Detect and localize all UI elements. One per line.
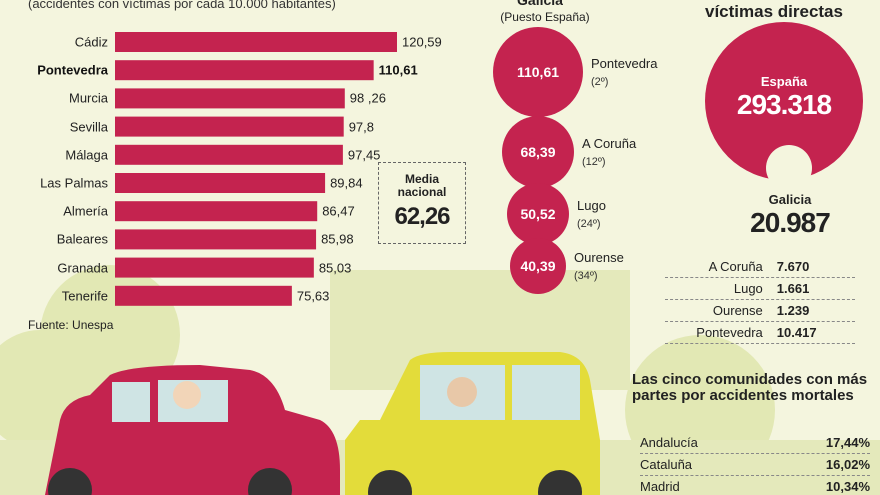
category-label: Málaga (65, 147, 108, 163)
table-row: Pontevedra 10.417 (665, 322, 855, 344)
value-label: 97,8 (348, 119, 375, 135)
galicia-circle-1: 68,39 (502, 116, 574, 188)
victim-count: 10.417 (776, 325, 817, 340)
table-row: Lugo 1.661 (665, 278, 855, 300)
category-label: Almería (63, 203, 108, 219)
value-label: 120,59 (402, 34, 442, 50)
bar-pontevedra (115, 60, 374, 81)
media-label-2: nacional (397, 185, 447, 199)
community-percent: 17,44% (825, 435, 870, 450)
category-label: Murcia (68, 90, 108, 106)
community-name: Cataluña (640, 457, 693, 472)
category-label: Pontevedra (37, 62, 108, 78)
bar-tenerife (115, 285, 292, 306)
bar-sevilla (115, 116, 344, 137)
province-name: Lugo (577, 198, 606, 213)
galicia-circle-3: 40,39 (510, 238, 566, 294)
community-percent: 10,34% (825, 479, 870, 494)
province-name: A Coruña (582, 136, 637, 151)
galicia-value: 20.987 (750, 207, 831, 238)
espana-value: 293.318 (736, 89, 832, 120)
province-rank: (34º) (574, 270, 598, 282)
table-row: Ourense 1.239 (665, 300, 855, 322)
province-name: Lugo (733, 281, 763, 296)
province-rank: (24º) (577, 218, 601, 230)
media-label: Media (404, 172, 439, 186)
category-label: Cádiz (74, 34, 108, 50)
value-label: 97,45 (347, 147, 381, 163)
victim-count: 7.670 (776, 259, 810, 274)
bar-baleares (115, 229, 317, 250)
galicia-label: Galicia (768, 192, 812, 207)
media-nacional-box: Media nacional 62,26 (378, 162, 466, 244)
red-car-illustration (45, 365, 340, 495)
category-label: Tenerife (61, 288, 108, 304)
value-label: 98 ,26 (349, 90, 386, 106)
galicia-title: Galicia (517, 0, 563, 8)
table-row: Andalucía 17,44% (640, 432, 870, 454)
table-row: A Coruña 7.670 (665, 256, 855, 278)
community-percent: 16,02% (825, 457, 870, 472)
victimas-table: A Coruña 7.670 Lugo 1.661 Ourense 1.239 Pontev… (665, 256, 855, 344)
value-label: 110,61 (378, 62, 418, 78)
galicia-circle-2: 50,52 (507, 183, 569, 245)
value-label: 75,63 (296, 288, 330, 304)
table-row: Cataluña 16,02% (640, 454, 870, 476)
province-name: A Coruña (708, 259, 763, 274)
bar-cádiz (115, 32, 397, 52)
province-name: Ourense (574, 250, 624, 265)
bar-málaga (115, 144, 343, 165)
comunidades-table: Andalucía 17,44% Cataluña 16,02% Madrid 10,34… (640, 432, 870, 495)
victim-count: 1.239 (776, 303, 810, 318)
bar-las palmas (115, 173, 326, 193)
yellow-car-illustration (345, 352, 600, 495)
espana-circle: España 293.318 (705, 22, 863, 180)
espana-label: España (760, 74, 808, 89)
galicia-circle-0: 110,61 (493, 27, 583, 117)
province-name: Pontevedra (591, 56, 658, 71)
value-label: 85,98 (321, 231, 354, 247)
victim-count: 1.661 (776, 281, 810, 296)
bar-murcia (115, 88, 345, 109)
value-label: 86,47 (322, 203, 355, 219)
bar-almería (115, 201, 318, 222)
category-label: Sevilla (69, 119, 108, 135)
source-note: Fuente: Unespa (28, 318, 114, 332)
comunidades-title: Las cinco comunidades con más partes por… (632, 371, 868, 404)
bar-chart (115, 32, 397, 306)
bar-granada (115, 257, 314, 278)
province-rank: (12º) (582, 156, 606, 168)
victimas-title: víctimas directas (705, 2, 843, 21)
chart-subtitle: (accidentes con víctimas por cada 10.000… (28, 0, 336, 11)
province-name: Ourense (712, 303, 763, 318)
category-label: Granada (57, 260, 108, 276)
category-label: Baleares (56, 231, 108, 247)
galicia-subtitle: (Puesto España) (500, 10, 590, 24)
media-value: 62,26 (394, 203, 450, 230)
table-row: Madrid 10,34% (640, 476, 870, 495)
province-name: Pontevedra (696, 325, 763, 340)
province-rank: (2º) (591, 76, 609, 88)
community-name: Madrid (640, 479, 680, 494)
value-label: 89,84 (330, 175, 363, 191)
galicia-circle (766, 145, 812, 191)
community-name: Andalucía (640, 435, 698, 450)
value-label: 85,03 (318, 260, 352, 276)
category-label: Las Palmas (40, 175, 108, 191)
